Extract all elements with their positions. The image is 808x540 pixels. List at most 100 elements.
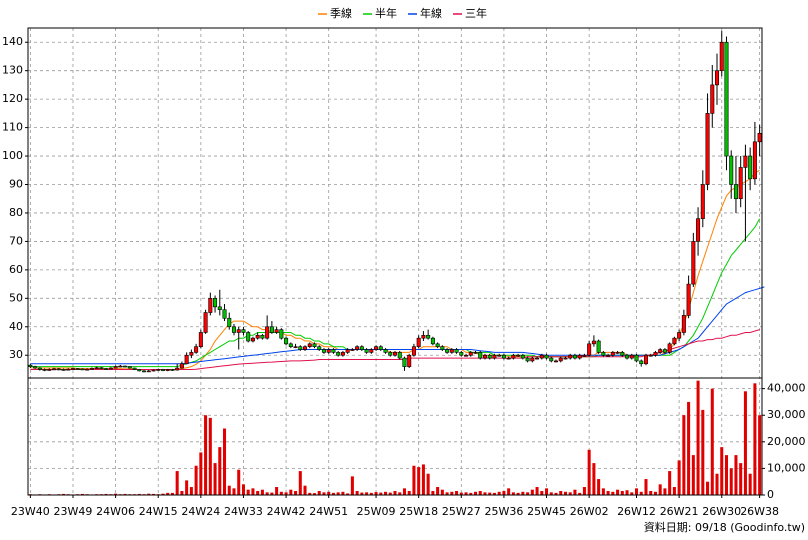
source-note: 資料日期: 09/18 (Goodinfo.tw) [644, 520, 805, 534]
volume-bar [379, 492, 383, 495]
volume-bar [412, 465, 416, 495]
candle-body [686, 283, 691, 316]
candle-body [554, 360, 559, 363]
candle-body [705, 113, 710, 185]
candle-body [340, 352, 345, 356]
volume-bar [137, 493, 141, 495]
x-tick-label: 26W30 [702, 505, 741, 518]
volume-bar [687, 401, 691, 495]
volume-bar [166, 492, 170, 495]
volume-bar [431, 491, 435, 495]
volume-bar [582, 487, 586, 495]
candle-body [170, 369, 175, 371]
candle-body [492, 354, 497, 359]
candle-body [506, 357, 511, 360]
volume-bar [616, 489, 620, 495]
candle-body [317, 346, 322, 350]
plot-frame [27, 27, 763, 496]
volume-bar [653, 491, 657, 495]
legend-label: 三年 [465, 6, 487, 20]
candle-body [402, 357, 407, 367]
candle-body [421, 335, 426, 339]
volume-bar [440, 489, 444, 495]
volume-bar [521, 491, 525, 495]
candle-body [563, 357, 568, 360]
volume-bar [753, 383, 757, 495]
candle-body [374, 346, 379, 350]
volume-bar [398, 492, 402, 495]
candle-body [677, 332, 682, 339]
volume-bar [649, 491, 653, 495]
volume-bar [204, 415, 208, 495]
candle-body [213, 298, 218, 308]
candle-body [610, 352, 615, 356]
volume-bar [369, 492, 373, 495]
volume-bar [251, 488, 255, 495]
volume-bar [734, 455, 738, 495]
volume-bar [450, 491, 454, 495]
volume-bar [464, 492, 468, 495]
candle-body [293, 346, 298, 348]
volume-bar [331, 492, 335, 495]
candle-body [520, 354, 525, 359]
volume-bar [336, 492, 340, 495]
candle-body [696, 218, 701, 242]
volume-bar [270, 492, 274, 495]
volume-bar [341, 491, 345, 495]
volume-bar [445, 492, 449, 495]
volume-bar [147, 493, 151, 495]
volume-bar [218, 447, 222, 495]
candle-body [66, 368, 71, 371]
volume-bar [502, 491, 506, 495]
candle-body [108, 367, 113, 370]
volume-bar [426, 473, 430, 495]
candle-body [459, 352, 464, 356]
candle-body [284, 337, 289, 345]
y-tick-label: 50 [9, 291, 23, 304]
candle-body [516, 354, 521, 357]
candle-body [478, 352, 483, 359]
volume-bar [189, 487, 193, 495]
candle-body [303, 346, 308, 350]
y-tick-label: 90 [9, 178, 23, 191]
volume-bar [104, 493, 108, 495]
volume-bar [360, 492, 364, 495]
candle-body [719, 41, 724, 71]
y-tick-label: 70 [9, 234, 23, 247]
candle-body [558, 357, 563, 362]
volume-bar [62, 493, 66, 495]
volume-bar [706, 481, 710, 495]
x-tick-label: 25W18 [399, 505, 438, 518]
candle-body [601, 352, 606, 356]
y-tick-label: 100 [2, 149, 23, 162]
y-tick-label: 110 [2, 121, 23, 134]
candle-body [113, 366, 118, 369]
candle-body [75, 368, 80, 370]
volume-bar [511, 492, 515, 495]
volume-bar [294, 491, 298, 495]
candle-body [662, 349, 667, 353]
y-tick-label: 120 [2, 92, 23, 105]
candle-body [269, 326, 274, 333]
candle-body [539, 354, 544, 359]
candle-body [658, 349, 663, 353]
volume-bar [388, 492, 392, 495]
volume-bar [668, 471, 672, 495]
x-tick-label: 26W21 [660, 505, 699, 518]
volume-bar [578, 492, 582, 495]
candle-body [227, 317, 232, 328]
x-tick-label: 24W51 [309, 505, 348, 518]
volume-bar [298, 471, 302, 495]
candle-body [535, 357, 540, 360]
volume-bar [507, 488, 511, 495]
volume-bar [350, 476, 354, 495]
candle-body [435, 343, 440, 347]
volume-bar [568, 492, 572, 495]
candle-body [634, 354, 639, 362]
volume-bar [241, 484, 245, 495]
candle-body [591, 340, 596, 345]
candle-body [345, 349, 350, 353]
volume-bar [355, 491, 359, 495]
candle-body [236, 329, 241, 333]
